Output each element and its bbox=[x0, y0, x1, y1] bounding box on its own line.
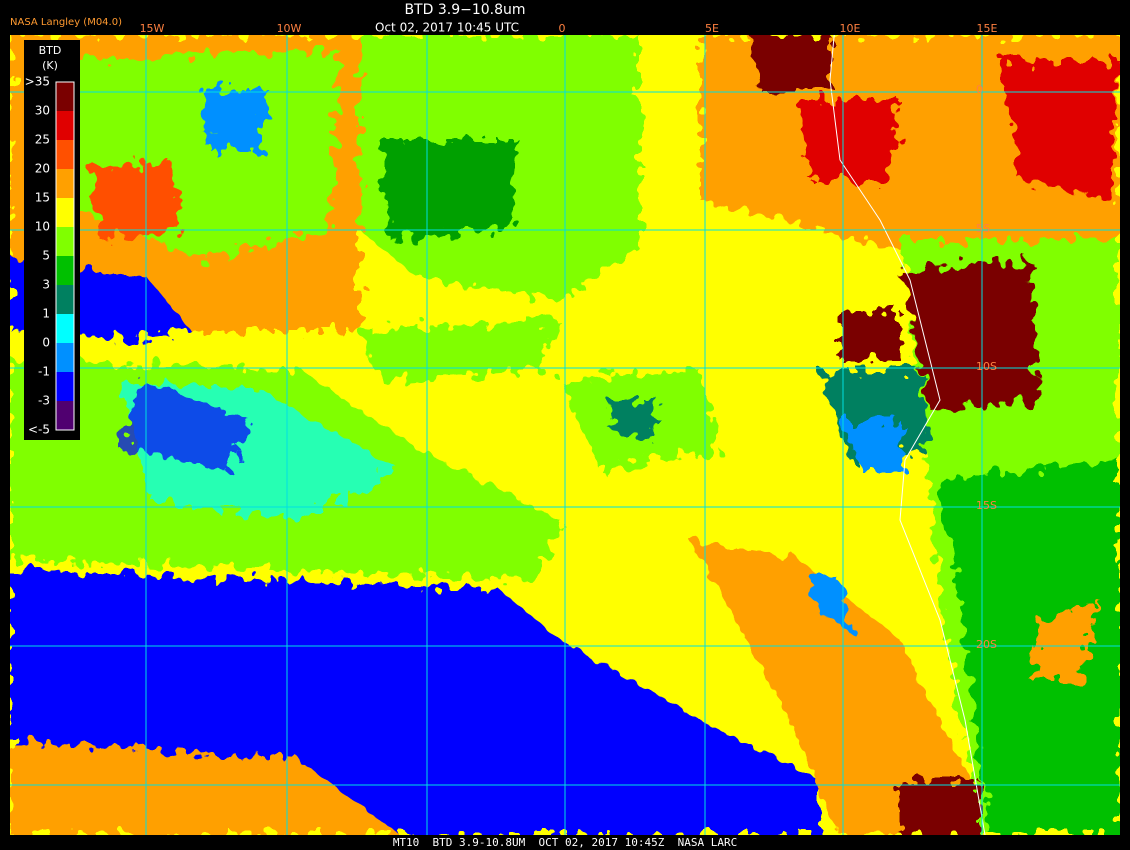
latitude-labels: 0 5S 10S 15S 20S bbox=[976, 83, 997, 651]
latitude-label: 10S bbox=[976, 360, 997, 373]
legend-swatch bbox=[56, 401, 74, 430]
latitude-label: 0 bbox=[976, 83, 983, 96]
latitude-label: 15S bbox=[976, 499, 997, 512]
legend-unit: (K) bbox=[42, 59, 58, 72]
legend-swatch bbox=[56, 285, 74, 314]
longitude-label: 10W bbox=[277, 22, 302, 35]
legend-label: >35 bbox=[25, 75, 50, 89]
legend-label: 30 bbox=[35, 104, 50, 118]
longitude-label: 10E bbox=[840, 22, 861, 35]
legend-swatch bbox=[56, 198, 74, 227]
image-datetime: Oct 02, 2017 10:45 UTC bbox=[375, 21, 519, 35]
legend-swatch bbox=[56, 227, 74, 256]
legend-frame bbox=[55, 81, 75, 431]
legend-swatch bbox=[56, 111, 74, 140]
legend-label: 10 bbox=[35, 220, 50, 234]
legend-swatch bbox=[56, 343, 74, 372]
legend-label: 5 bbox=[42, 249, 50, 263]
legend-label: 0 bbox=[42, 336, 50, 350]
longitude-label: 0 bbox=[559, 22, 566, 35]
legend-swatch bbox=[56, 169, 74, 198]
legend-swatch bbox=[56, 140, 74, 169]
longitude-label: 5E bbox=[705, 22, 719, 35]
longitude-labels: 15W 10W 0 5E 10E 15E bbox=[140, 22, 998, 35]
legend-label: 20 bbox=[35, 162, 50, 176]
longitude-label: 15E bbox=[977, 22, 998, 35]
legend-swatch bbox=[56, 256, 74, 285]
legend-label: <-5 bbox=[28, 423, 50, 437]
legend-label: 1 bbox=[42, 307, 50, 321]
legend-label: 3 bbox=[42, 278, 50, 292]
legend-swatch bbox=[56, 82, 74, 111]
legend-label: 25 bbox=[35, 133, 50, 147]
image-title: BTD 3.9−10.8um bbox=[404, 2, 525, 18]
legend-title: BTD bbox=[39, 44, 62, 57]
legend-swatch bbox=[56, 314, 74, 343]
latitude-label: 20S bbox=[976, 638, 997, 651]
legend-label: 15 bbox=[35, 191, 50, 205]
footer: MT10 BTD 3.9-10.8UM OCT 02, 2017 10:45Z … bbox=[393, 836, 737, 849]
graticule bbox=[10, 35, 1120, 835]
legend-label: -1 bbox=[38, 365, 50, 379]
longitude-label: 15W bbox=[140, 22, 165, 35]
legend-label: -3 bbox=[38, 394, 50, 408]
legend-swatch bbox=[56, 372, 74, 401]
source-label: NASA Langley (M04.0) bbox=[10, 17, 122, 28]
latitude-label: 5S bbox=[976, 222, 990, 235]
